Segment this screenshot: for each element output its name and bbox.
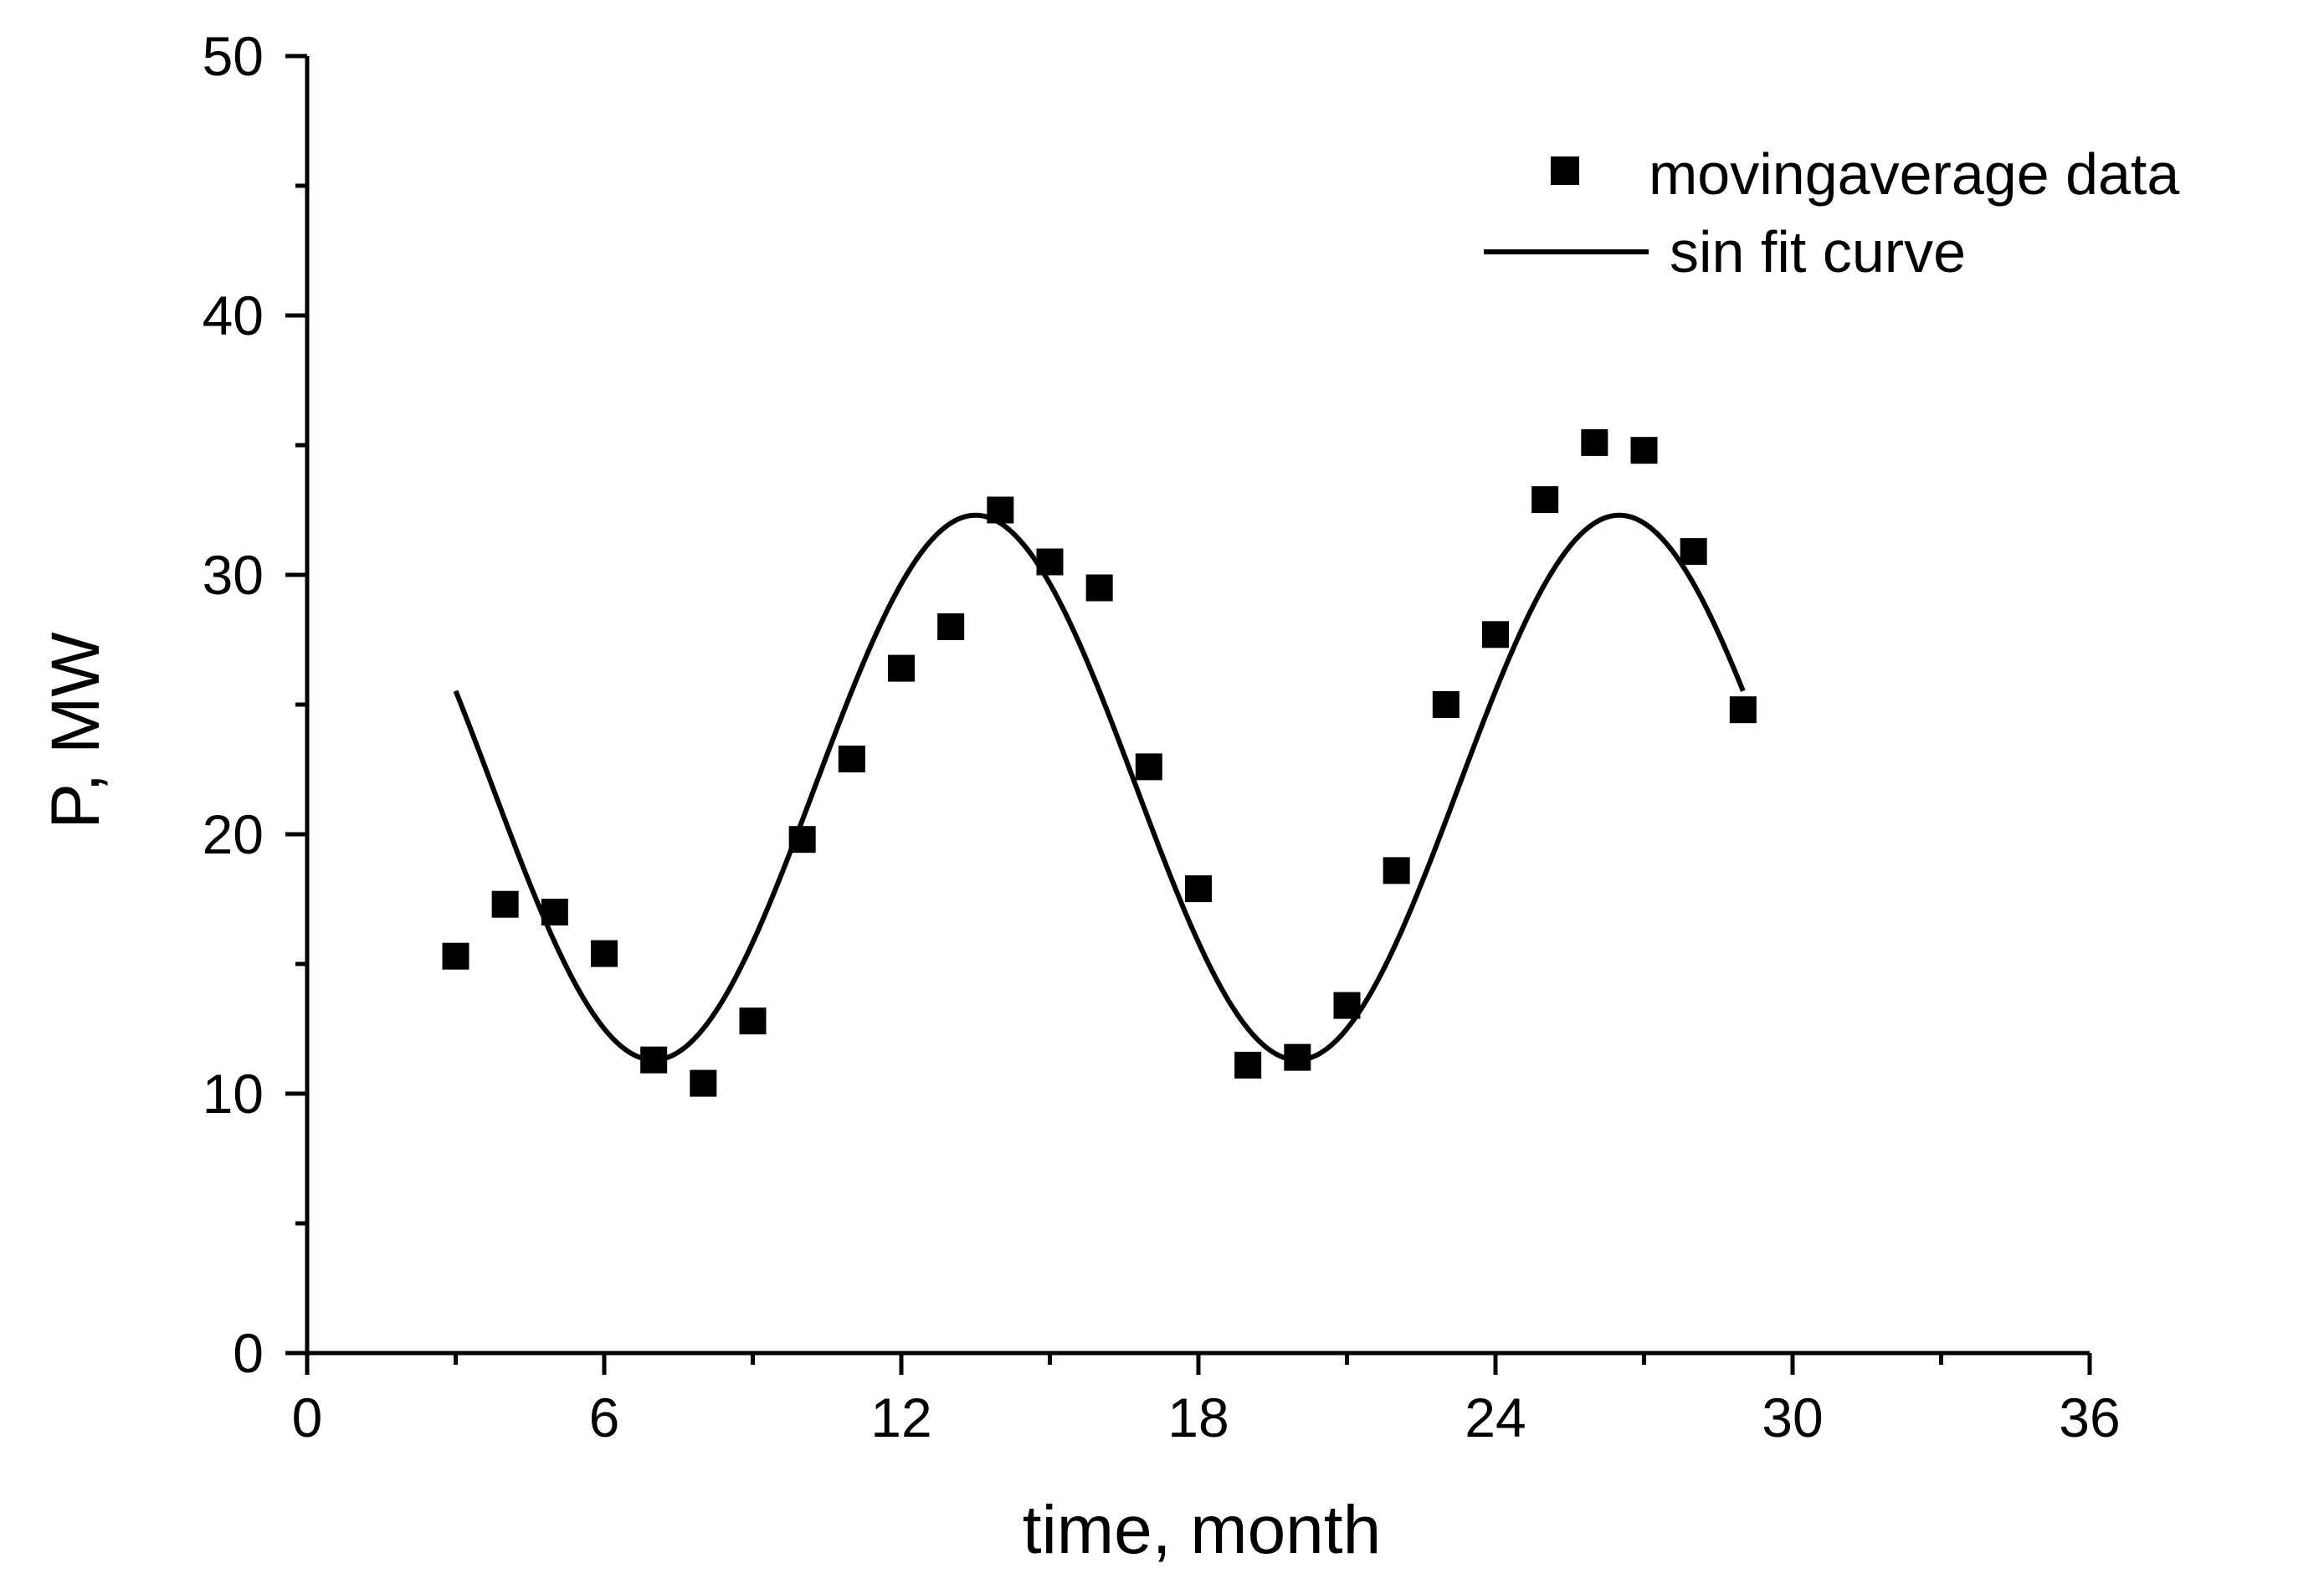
x-tick-label: 36 [2059, 1387, 2120, 1448]
y-tick-label: 10 [203, 1063, 264, 1125]
data-point [1085, 574, 1113, 602]
data-point [888, 654, 915, 682]
y-axis-label: P, MW [38, 632, 114, 829]
x-tick-label: 0 [292, 1387, 323, 1448]
y-tick-label: 0 [233, 1322, 264, 1384]
data-point [1581, 428, 1608, 456]
data-point [640, 1046, 668, 1074]
sin-fit-curve [453, 512, 1746, 1063]
x-tick-label: 6 [589, 1387, 620, 1448]
y-tick-label: 50 [203, 25, 264, 87]
data-point [987, 496, 1014, 524]
x-tick-label: 12 [870, 1387, 931, 1448]
y-tick-label: 30 [203, 544, 264, 606]
data-point [1680, 538, 1707, 566]
data-point [1482, 621, 1509, 648]
y-tick-label: 40 [203, 285, 264, 346]
data-point [541, 899, 568, 925]
data-point [1531, 486, 1559, 514]
legend: movingaverage data sin fit curve [1484, 141, 2179, 285]
data-point [788, 826, 816, 854]
data-point [690, 1069, 717, 1097]
legend-marker-square [1551, 156, 1579, 185]
data-point [1135, 753, 1162, 781]
legend-label-fit: sin fit curve [1670, 219, 1966, 285]
x-tick-label: 18 [1167, 1387, 1229, 1448]
data-point [1284, 1043, 1311, 1071]
data-point [1432, 691, 1460, 718]
data-point [838, 746, 865, 773]
data-point [1185, 875, 1212, 903]
data-point [1333, 992, 1361, 1019]
legend-label-data: movingaverage data [1649, 141, 2179, 207]
data-point [937, 613, 965, 640]
x-tick-label: 24 [1465, 1387, 1526, 1448]
data-point [1729, 696, 1757, 724]
data-point [1234, 1051, 1262, 1079]
fit-curve-layer [453, 512, 1746, 1063]
data-point [442, 942, 469, 970]
x-axis-label: time, month [1023, 1492, 1381, 1568]
data-points-layer [442, 428, 1757, 1097]
data-point [1383, 857, 1410, 884]
labels-layer: time, month P, MW [38, 632, 1381, 1568]
data-point [739, 1007, 767, 1035]
data-point [1630, 437, 1658, 464]
data-point [1036, 548, 1064, 576]
x-tick-label: 30 [1762, 1387, 1823, 1448]
data-point [491, 890, 519, 918]
y-tick-label: 20 [203, 803, 264, 865]
ticks: 0 10 20 30 40 50 0 6 12 18 24 30 36 [203, 25, 2121, 1448]
data-point [591, 940, 618, 967]
